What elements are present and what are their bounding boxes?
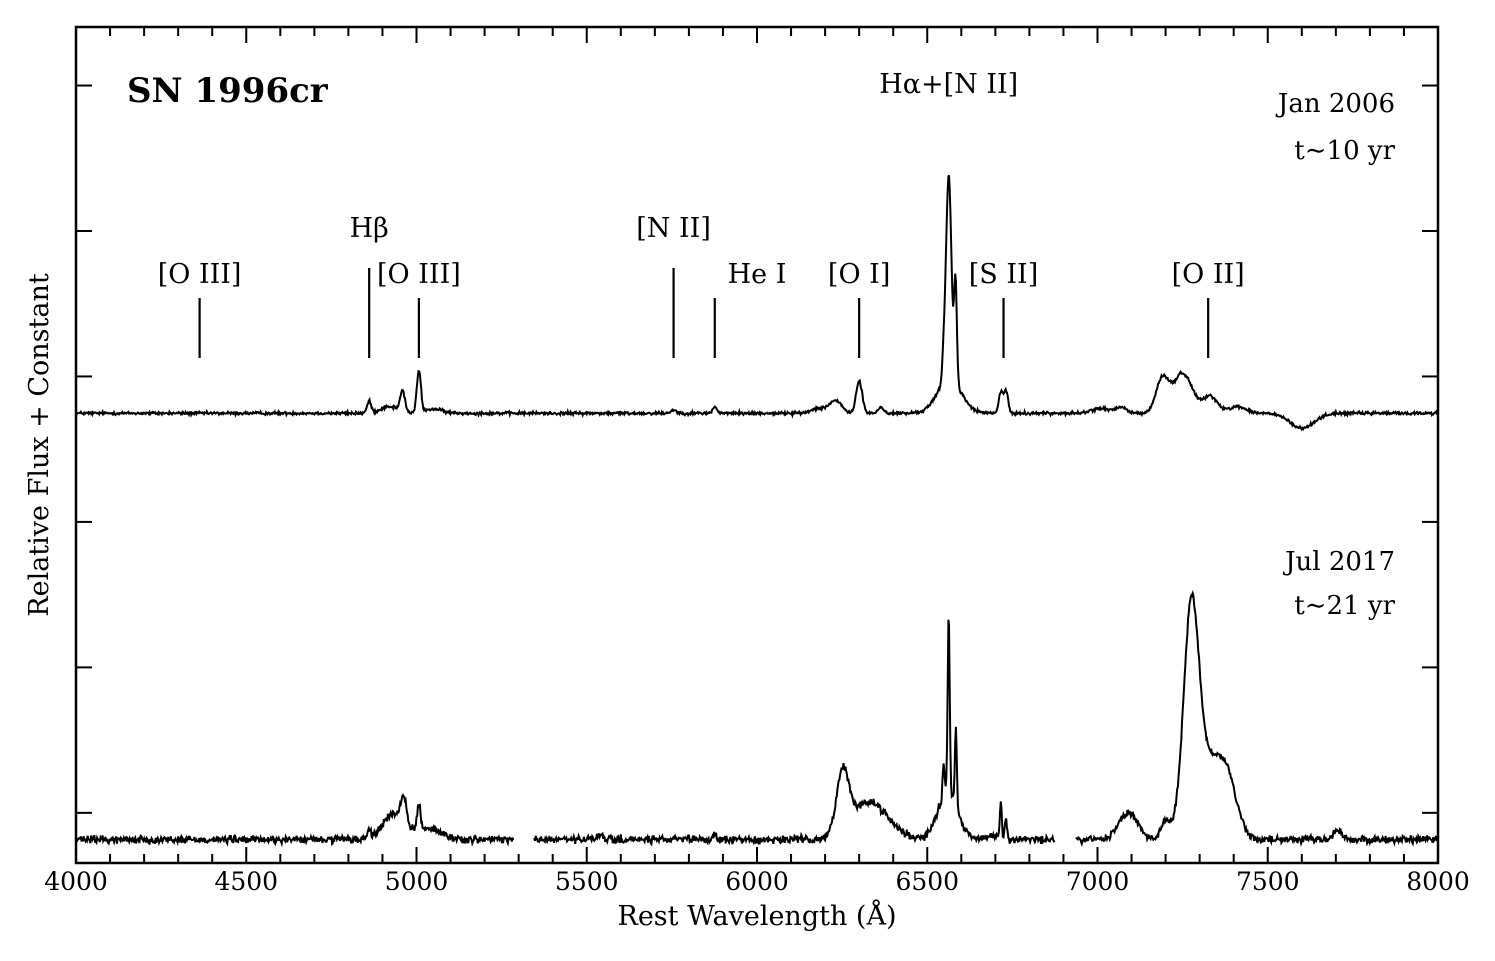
spectrum-line-1 (75, 174, 1438, 432)
line-id-label: [S II] (969, 259, 1038, 290)
epoch-1-age: t∼10 yr (1294, 136, 1395, 166)
x-tick-labels: 4000 4500 5000 5500 6000 6500 7000 7500 8000 (44, 867, 1470, 896)
line-id-label: [N II] (636, 213, 711, 244)
x-tick-label: 6000 (725, 867, 789, 896)
line-id-label: [O III] (377, 259, 461, 290)
spectrum-line-2 (76, 589, 1438, 848)
epoch-2-date: Jul 2017 (1282, 547, 1395, 577)
line-identifications: [O III] Hβ [O III] [N II] He I [O I] Hα+[N II]… (158, 69, 1245, 358)
x-tick-label: 6500 (895, 867, 959, 896)
x-tick-label: 8000 (1406, 867, 1470, 896)
x-tick-label: 5500 (555, 867, 619, 896)
epoch-1-date: Jan 2006 (1275, 89, 1395, 119)
epoch-2-age: t∼21 yr (1294, 591, 1395, 621)
line-id-label: [O I] (828, 259, 890, 290)
x-tick-label: 7000 (1066, 867, 1130, 896)
panel-title: SN 1996cr (127, 71, 329, 111)
y-axis-title: Relative Flux + Constant (24, 273, 55, 617)
x-tick-label: 4000 (44, 867, 108, 896)
line-id-label: [O II] (1172, 259, 1245, 290)
x-axis-title: Rest Wavelength (Å) (617, 899, 896, 932)
line-id-label: [O III] (158, 259, 242, 290)
plot-area (75, 174, 1438, 848)
x-tick-label: 5000 (385, 867, 449, 896)
line-id-label: Hα+[N II] (879, 69, 1018, 100)
line-id-label: He I (728, 259, 787, 290)
x-tick-label: 4500 (214, 867, 278, 896)
x-tick-label: 7500 (1236, 867, 1300, 896)
axis-ticks (75, 27, 1439, 863)
line-id-label: Hβ (350, 213, 389, 244)
